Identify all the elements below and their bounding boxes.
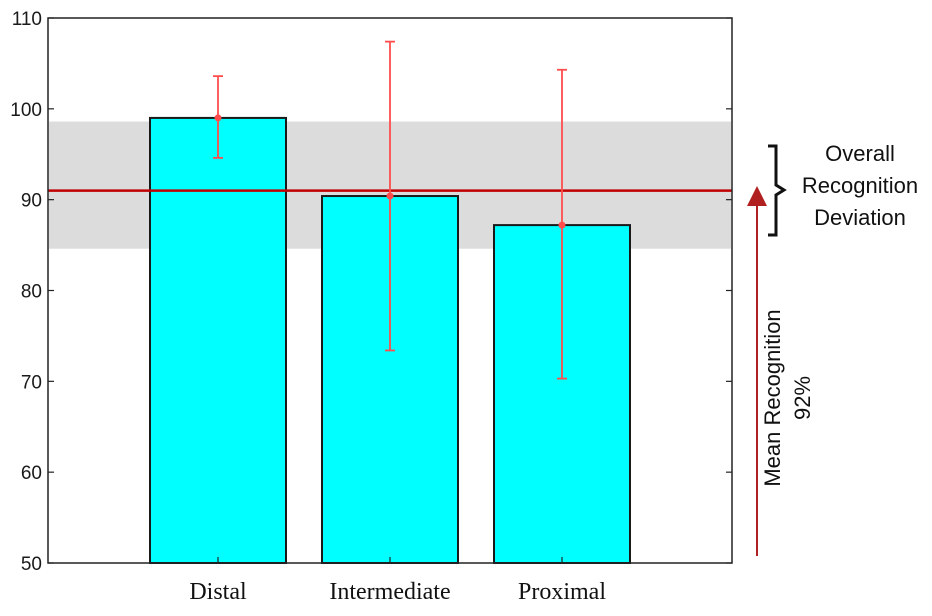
mean-label-line2: 92% xyxy=(790,376,815,420)
error-bars-group xyxy=(213,40,567,380)
y-tick-label: 110 xyxy=(12,9,42,30)
bars-group xyxy=(149,116,631,565)
deviation-label-line3: Deviation xyxy=(814,205,906,230)
y-tick-label: 80 xyxy=(21,282,42,303)
y-tick-label: 70 xyxy=(21,372,42,393)
deviation-label-line1: Overall xyxy=(825,141,895,166)
x-tick-label-distal: Distal xyxy=(189,579,247,605)
y-axis: 50 60 70 80 90 100 110 xyxy=(10,9,732,575)
x-axis: Distal Intermediate Proximal xyxy=(189,557,606,605)
bracket-path xyxy=(768,144,787,237)
mean-point xyxy=(214,114,222,122)
mean-label-group: Mean Recognition 92% xyxy=(760,309,815,486)
mean-point xyxy=(386,192,394,200)
deviation-bracket xyxy=(768,144,787,237)
y-tick-label: 90 xyxy=(21,191,42,212)
bar-distal xyxy=(149,116,287,565)
mean-label-line1: Mean Recognition xyxy=(760,309,785,486)
y-tick-label: 50 xyxy=(21,554,42,575)
y-tick-label: 100 xyxy=(10,100,42,121)
mean-point xyxy=(558,221,566,229)
error-bar-intermediate xyxy=(385,40,395,352)
error-bar-distal xyxy=(213,75,223,159)
x-tick-label-proximal: Proximal xyxy=(518,579,606,605)
y-tick-label: 60 xyxy=(21,463,42,484)
x-tick-label-intermediate: Intermediate xyxy=(329,579,450,605)
deviation-label-line2: Recognition xyxy=(802,173,918,198)
error-bar-proximal xyxy=(557,68,567,380)
